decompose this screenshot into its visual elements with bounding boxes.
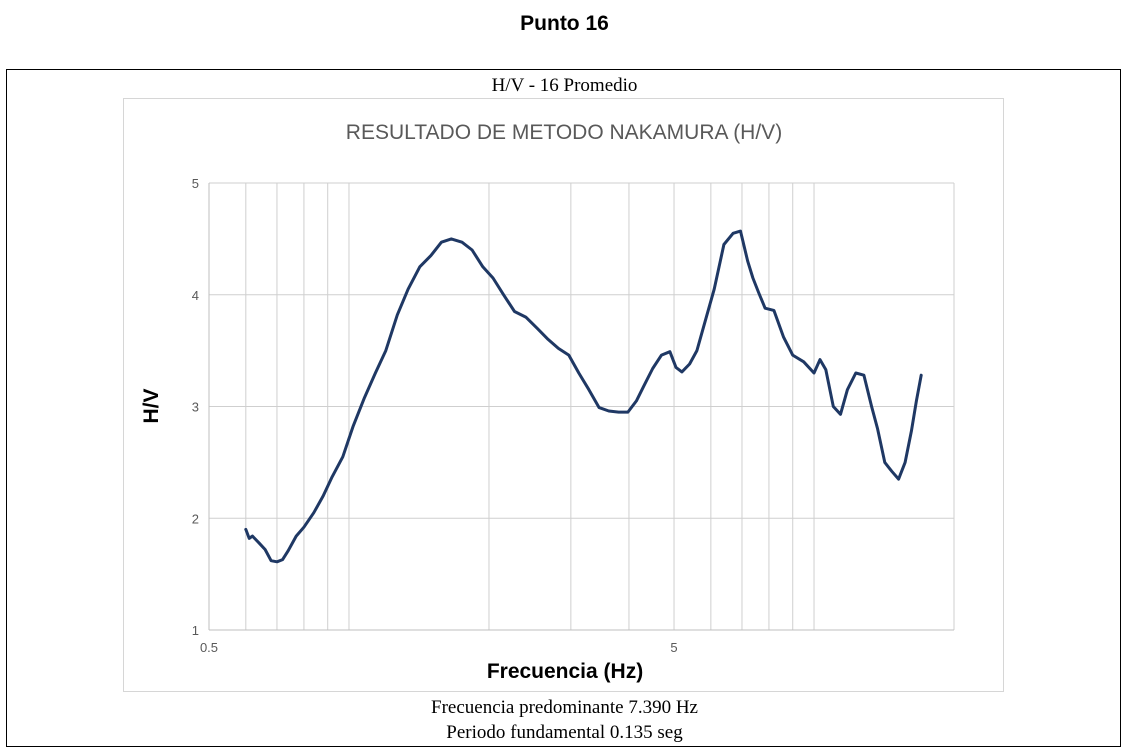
series-layer	[244, 229, 923, 564]
y-tick-label: 2	[192, 511, 199, 526]
chart-title: RESULTADO DE METODO NAKAMURA (H/V)	[346, 121, 782, 144]
tick-labels: 1 2 3 4 5 0.5 5	[192, 176, 678, 655]
y-tick-label: 4	[192, 288, 199, 303]
y-axis-label: H/V	[140, 388, 163, 423]
x-tick-label: 0.5	[200, 640, 218, 655]
fundamental-period-text: Periodo fundamental 0.135 seg	[446, 722, 683, 743]
page-title: Punto 16	[520, 12, 609, 35]
hv-series-line	[244, 229, 923, 564]
x-tick-label: 5	[670, 640, 677, 655]
figure-caption: H/V - 16 Promedio	[491, 75, 638, 96]
chart-area: 1 2 3 4 5 0.5 5 RESULTADO DE METODO NAKAMURA (…	[123, 98, 1004, 692]
x-axis-label: Frecuencia (Hz)	[487, 660, 643, 683]
y-tick-label: 5	[192, 176, 199, 191]
predominant-frequency-text: Frecuencia predominante 7.390 Hz	[431, 697, 698, 718]
grid-lines	[208, 182, 955, 631]
y-tick-label: 3	[192, 400, 199, 415]
y-tick-label: 1	[192, 623, 199, 638]
hv-chart: 1 2 3 4 5 0.5 5 RESULTADO DE METODO NAKAMURA (…	[140, 121, 955, 683]
figure-frame	[6, 69, 1121, 747]
